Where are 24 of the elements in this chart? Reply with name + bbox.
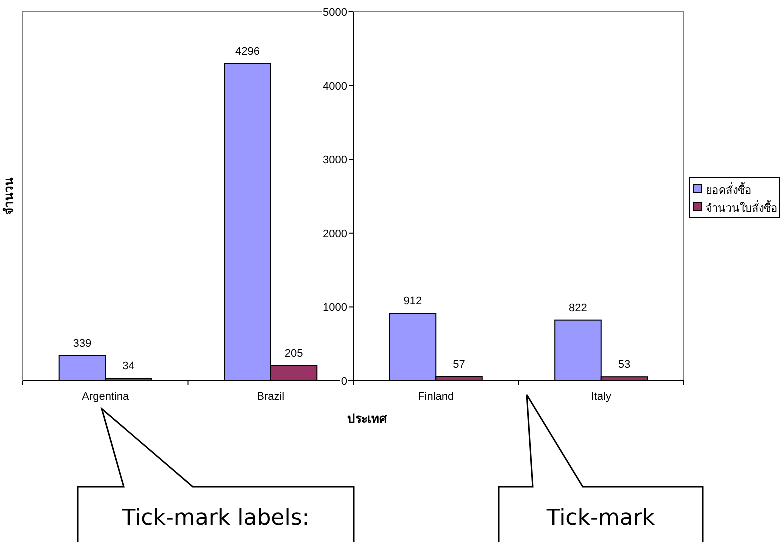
- data-label: 205: [284, 348, 304, 360]
- text: Tick-mark labels:: [121, 506, 310, 531]
- y-axis-title: จำนวน: [2, 177, 16, 215]
- y-tick-label: 1000: [323, 302, 348, 314]
- data-label: 912: [404, 296, 422, 308]
- data-label: 339: [73, 338, 92, 350]
- y-tick-label: 5000: [323, 7, 348, 19]
- y-tick-label: 3000: [323, 154, 348, 167]
- data-label: 53: [618, 359, 631, 372]
- data-label: 4296: [236, 46, 260, 58]
- x-tick-label: Brazil: [257, 391, 285, 403]
- data-label: 57: [453, 358, 466, 371]
- x-axis-title: ประเทศ: [348, 412, 388, 426]
- data-label: 822: [569, 302, 588, 314]
- x-tick-label: Italy: [591, 391, 612, 403]
- text: Tick-mark: [546, 506, 656, 531]
- y-tick-label: 0: [341, 376, 348, 388]
- y-tick-label: 2000: [323, 228, 348, 240]
- y-tick-label: 4000: [323, 80, 348, 93]
- x-tick-label: Argentina: [82, 391, 130, 403]
- legend-label: ยอดสั่งซื้อ: [706, 182, 752, 197]
- x-tick-label: Finland: [418, 391, 454, 403]
- data-label: 34: [122, 360, 135, 372]
- legend-label: จำนวนใบสั่งซื้อ: [706, 200, 778, 215]
